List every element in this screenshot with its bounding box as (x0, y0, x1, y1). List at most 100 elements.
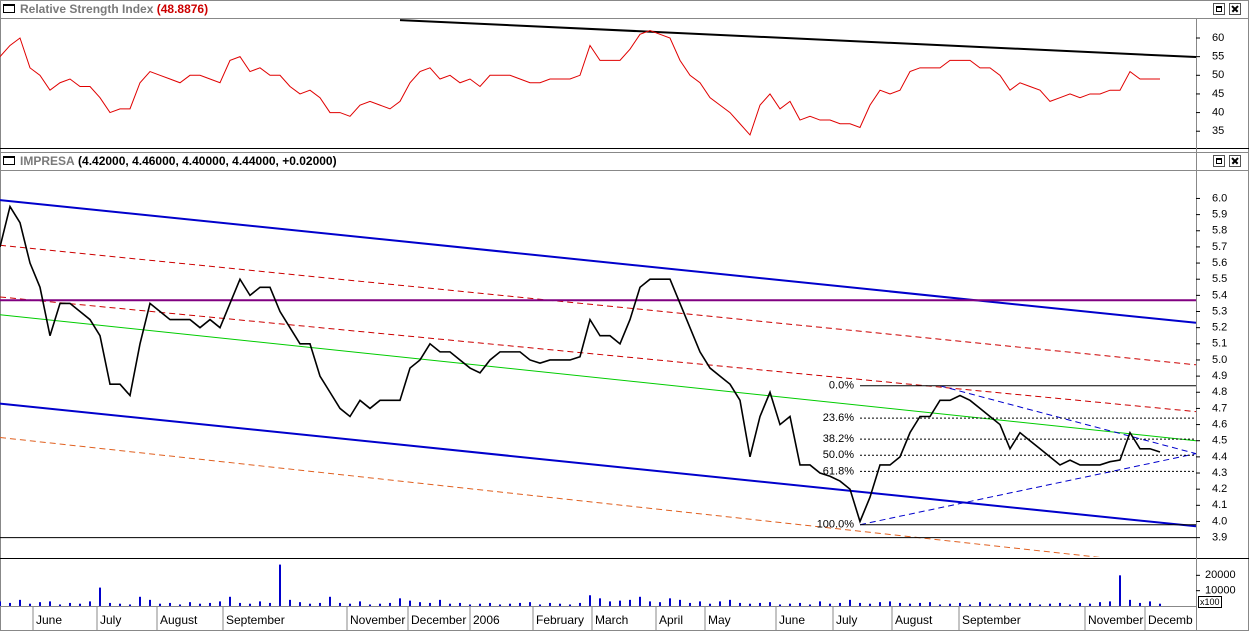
fib-label: 38.2% (823, 433, 854, 445)
volume-bar (999, 604, 1001, 606)
y-tick-label: 50 (1212, 69, 1224, 81)
rsi-title-bar: Relative Strength Index (48.8876) (0, 0, 1249, 18)
close-button[interactable] (1229, 155, 1241, 167)
volume-bar (979, 602, 981, 606)
volume-bar (769, 602, 771, 606)
volume-bar (449, 603, 451, 606)
volume-bar (119, 603, 121, 606)
volume-bar (369, 604, 371, 606)
volume-bar (779, 604, 781, 606)
volume-bar (339, 602, 341, 606)
close-button[interactable] (1229, 3, 1241, 15)
volume-bar (669, 598, 671, 606)
volume-bar (939, 604, 941, 606)
volume-unit: x100 (1198, 596, 1222, 608)
y-tick-label: 6.0 (1212, 192, 1227, 204)
volume-bar (749, 603, 751, 606)
pane-value: (48.8876) (156, 2, 209, 16)
fib-label: 50.0% (823, 449, 854, 461)
volume-bar (129, 604, 131, 606)
plot-area (0, 19, 1196, 136)
y-tick-label: 35 (1212, 125, 1224, 137)
volume-bar (909, 603, 911, 606)
trendline (0, 244, 1196, 366)
volume-bar (329, 596, 331, 606)
volume-bar (99, 587, 101, 606)
volume-bar (1019, 603, 1021, 606)
volume-bar (709, 603, 711, 606)
minimize-button[interactable] (1213, 3, 1225, 15)
y-tick-label: 60 (1212, 32, 1224, 44)
x-tick-label: June (779, 613, 805, 627)
volume-bar (79, 603, 81, 606)
volume-bar (39, 602, 41, 606)
volume-bar (29, 603, 31, 606)
volume-bar (809, 604, 811, 606)
trendline (399, 19, 1196, 59)
volume-bar (179, 604, 181, 606)
trendline (939, 385, 1196, 455)
y-tick-label: 45 (1212, 88, 1224, 100)
y-tick-label: 3.9 (1212, 532, 1227, 544)
volume-bar (49, 601, 51, 606)
minimize-button[interactable] (1213, 155, 1225, 167)
volume-bar (229, 596, 231, 606)
fib-label: 61.8% (823, 465, 854, 477)
volume-bar (959, 602, 961, 606)
volume-bar (409, 600, 411, 606)
y-tick-label: 40 (1212, 106, 1224, 118)
volume-bar (519, 602, 521, 606)
volume-bar (619, 600, 621, 606)
volume-bar (269, 602, 271, 606)
y-tick-label: 5.5 (1212, 273, 1227, 285)
y-tick-label: 5.1 (1212, 338, 1227, 350)
volume-bar (1149, 601, 1151, 606)
series-line (0, 30, 1160, 136)
y-tick-label: 5.4 (1212, 289, 1227, 301)
plot-area (0, 199, 1196, 557)
volume-bar (459, 602, 461, 606)
x-tick-label: December (411, 613, 466, 627)
pane-icon (3, 156, 15, 165)
volume-bar (9, 602, 11, 606)
fib-label: 100.0% (817, 519, 855, 531)
y-tick-label: 5.6 (1212, 257, 1227, 269)
trendline (0, 314, 1196, 442)
volume-bar (919, 602, 921, 606)
y-tick-label: 55 (1212, 51, 1224, 63)
x-tick-label: November (350, 613, 405, 627)
volume-bar (389, 602, 391, 606)
volume-bar (89, 601, 91, 606)
volume-bar (799, 602, 801, 606)
volume-bar (889, 601, 891, 606)
plot-area (0, 564, 1161, 606)
y-tick-label: 4.6 (1212, 418, 1227, 430)
y-tick-label: 4.2 (1212, 483, 1227, 495)
volume-bar (279, 564, 281, 606)
volume-bar (289, 599, 291, 606)
volume-bar (529, 602, 531, 606)
volume-bar (149, 599, 151, 606)
y-tick-label: 4.1 (1212, 499, 1227, 511)
volume-bar (1049, 603, 1051, 606)
volume-bar (1039, 604, 1041, 606)
trendline (0, 296, 1196, 413)
volume-bar (319, 602, 321, 606)
pane-title: Relative Strength Index (20, 2, 154, 16)
volume-bar (759, 602, 761, 606)
volume-bar (1129, 599, 1131, 606)
volume-bar (609, 601, 611, 606)
volume-bar (159, 603, 161, 606)
volume-bar (219, 601, 221, 606)
volume-bar (1069, 604, 1071, 606)
volume-bar (489, 602, 491, 606)
pane-icon (3, 4, 15, 13)
pane-value: (4.42000, 4.46000, 4.40000, 4.44000, +0.… (78, 154, 337, 168)
x-tick-label: August (895, 613, 933, 627)
volume-bar (259, 601, 261, 606)
volume-bar (479, 603, 481, 606)
volume-bar (579, 602, 581, 606)
y-tick-label: 4.0 (1212, 515, 1227, 527)
